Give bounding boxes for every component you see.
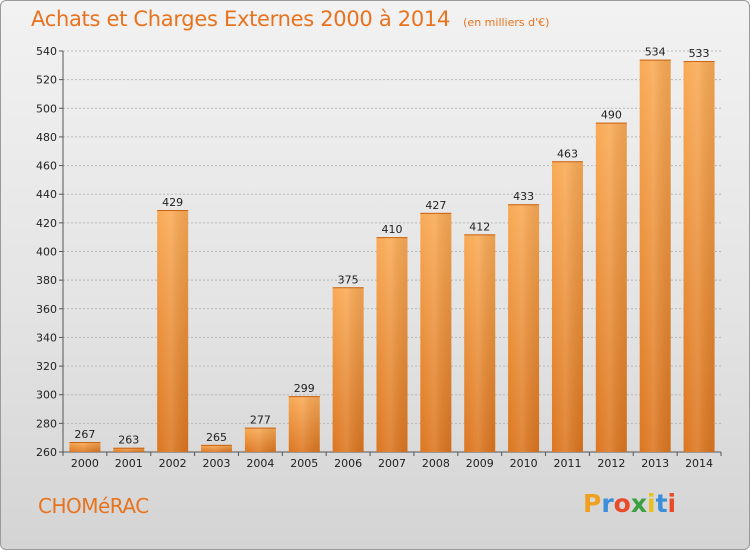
x-tick-label: 2014	[685, 457, 713, 470]
bar-shine	[639, 59, 671, 452]
x-tick-label: 2004	[246, 457, 274, 470]
logo-letter: i	[667, 489, 677, 518]
bar-shine	[508, 204, 540, 452]
data-label: 533	[689, 47, 710, 60]
bar-shine	[157, 209, 189, 452]
logo-letter: P	[583, 489, 602, 518]
bar-layer: 267 263 429 265 277 299 375 410 427 412 433 463 490 5…	[69, 46, 715, 453]
data-label: 433	[513, 190, 534, 203]
y-tick-label: 540	[36, 45, 57, 58]
logo-letter: t	[655, 489, 668, 518]
bar-shine	[595, 122, 627, 452]
x-tick-label: 2007	[378, 457, 406, 470]
logo-letter: o	[613, 489, 631, 518]
y-tick-label: 300	[36, 389, 57, 402]
bar-shine	[420, 212, 452, 452]
data-label: 534	[645, 46, 666, 59]
bar-shine	[69, 441, 101, 452]
logo-letter: i	[647, 489, 656, 518]
bar-shine	[201, 444, 233, 452]
y-tick-label: 440	[36, 188, 57, 201]
x-tick-label: 2010	[510, 457, 538, 470]
x-tick-label: 2012	[597, 457, 625, 470]
logo-letter: r	[601, 489, 614, 518]
data-label: 412	[469, 220, 490, 233]
x-tick-label: 2013	[641, 457, 669, 470]
bar-shine	[551, 161, 583, 452]
data-label: 410	[382, 223, 403, 236]
x-tick-label: 2003	[203, 457, 231, 470]
x-tick-label: 2005	[290, 457, 318, 470]
data-label: 277	[250, 414, 271, 427]
x-tick-label: 2002	[159, 457, 187, 470]
x-tick-label: 2008	[422, 457, 450, 470]
y-tick-label: 520	[36, 74, 57, 87]
y-tick-label: 460	[36, 160, 57, 173]
bar-shine	[683, 61, 715, 453]
y-tick-label: 420	[36, 217, 57, 230]
commune-name: CHOMéRAC	[38, 494, 149, 518]
title-row: Achats et Charges Externes 2000 à 2014 (…	[31, 7, 549, 31]
bar-shine	[113, 447, 145, 452]
bar-shine	[376, 237, 408, 452]
y-tick-label: 380	[36, 274, 57, 287]
x-tick-label: 2000	[71, 457, 99, 470]
bar-shine	[464, 234, 496, 452]
y-tick-label: 260	[36, 446, 57, 459]
bar-shine	[332, 287, 364, 452]
unit-label: (en milliers d'€)	[463, 16, 550, 29]
y-tick-label: 360	[36, 303, 57, 316]
bar-shine	[244, 427, 276, 452]
data-label: 463	[557, 147, 578, 160]
y-tick-label: 400	[36, 246, 57, 259]
x-tick-label: 2006	[334, 457, 362, 470]
data-label: 375	[338, 273, 359, 286]
data-label: 427	[425, 199, 446, 212]
data-label: 490	[601, 109, 622, 122]
data-label: 299	[294, 382, 315, 395]
chart-title: Achats et Charges Externes 2000 à 2014	[31, 7, 451, 31]
data-label: 429	[162, 196, 183, 209]
proxiti-logo: Proxiti	[583, 489, 676, 518]
y-tick-label: 320	[36, 360, 57, 373]
y-tick-label: 280	[36, 417, 57, 430]
x-tick-label: 2009	[466, 457, 494, 470]
data-label: 267	[74, 428, 95, 441]
y-tick-label: 480	[36, 131, 57, 144]
y-tick-label: 500	[36, 102, 57, 115]
logo-letter: x	[630, 489, 647, 518]
bar-shine	[288, 396, 320, 452]
data-label: 263	[118, 434, 139, 447]
x-tick-label: 2011	[553, 457, 581, 470]
data-label: 265	[206, 431, 227, 444]
x-tick-label: 2001	[115, 457, 143, 470]
axis-layer: 260 280 300 320 340 360 380 400 420 440 460 480 500 5…	[36, 45, 722, 470]
y-tick-label: 340	[36, 331, 57, 344]
